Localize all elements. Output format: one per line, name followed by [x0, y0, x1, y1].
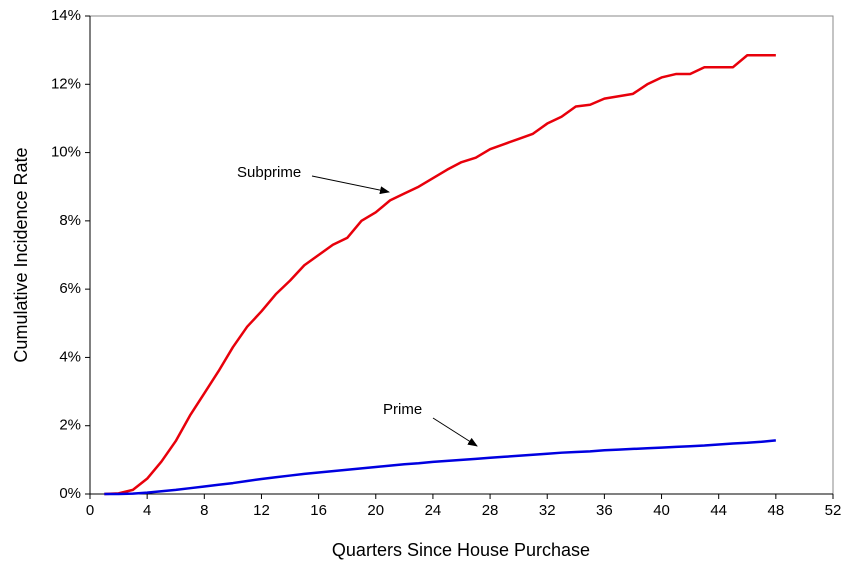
y-tick-label: 4%	[59, 348, 81, 365]
y-tick-label: 12%	[51, 75, 81, 92]
x-tick-label: 8	[200, 502, 208, 519]
x-tick-label: 32	[539, 502, 556, 519]
x-tick-label: 0	[86, 502, 94, 519]
y-tick-label: 0%	[59, 485, 81, 502]
x-tick-label: 44	[710, 502, 727, 519]
annotation: Subprime	[237, 164, 301, 181]
y-tick-label: 8%	[59, 212, 81, 229]
y-tick-label: 2%	[59, 417, 81, 434]
y-tick-label: 6%	[59, 280, 81, 297]
x-tick-label: 16	[310, 502, 327, 519]
x-tick-label: 36	[596, 502, 613, 519]
x-tick-label: 52	[825, 502, 842, 519]
x-tick-label: 40	[653, 502, 670, 519]
x-tick-label: 28	[482, 502, 499, 519]
x-tick-label: 4	[143, 502, 151, 519]
x-axis-title: Quarters Since House Purchase	[332, 540, 590, 560]
series-line	[104, 54, 776, 496]
x-tick-label: 48	[768, 502, 785, 519]
x-tick-label: 24	[425, 502, 442, 519]
x-tick-label: 20	[367, 502, 384, 519]
y-tick-label: 10%	[51, 144, 81, 161]
plot-frame	[89, 15, 834, 495]
x-tick-label: 12	[253, 502, 270, 519]
series-line	[104, 439, 776, 496]
y-axis-title: Cumulative Incidence Rate	[11, 147, 31, 362]
annotation-arrow	[432, 417, 478, 447]
annotation-arrow	[311, 175, 390, 195]
y-tick-label: 14%	[51, 7, 81, 24]
annotation: Prime	[383, 401, 422, 418]
